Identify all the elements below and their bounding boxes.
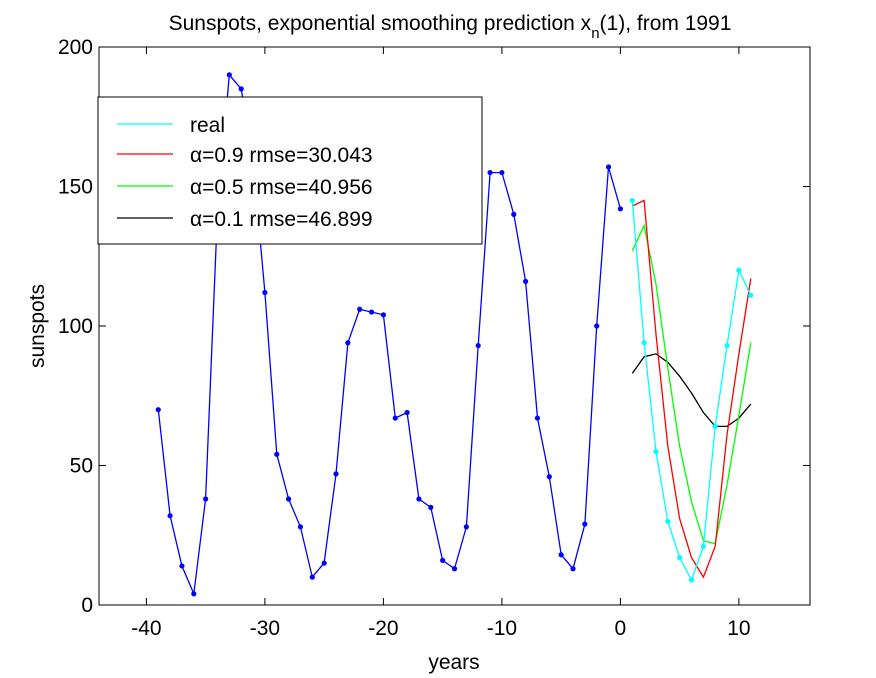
history-series-point	[416, 496, 422, 502]
history-series-point	[203, 496, 209, 502]
history-series-point	[475, 342, 481, 349]
history-series-point	[451, 566, 458, 572]
x-tick-label: -20	[368, 617, 398, 640]
history-series-point	[534, 415, 541, 421]
history-series-point	[226, 72, 232, 78]
alpha-0-1-series-line	[631, 353, 752, 428]
x-tick-label: 0	[615, 617, 627, 640]
y-tick-label: 50	[70, 455, 93, 478]
history-series-point	[440, 557, 446, 563]
chart-title-suffix: (1), from 1991	[600, 12, 732, 35]
legend-item-alpha-0-5-label: α=0.5 rmse=40.956	[190, 176, 373, 199]
history-series-point	[380, 312, 386, 318]
history-series-point	[297, 524, 304, 530]
real-series-point	[700, 543, 706, 550]
y-tick-label: 100	[58, 315, 93, 338]
real-series-point	[677, 554, 683, 561]
history-series-point	[463, 524, 469, 530]
history-series-point	[392, 415, 398, 421]
x-tick-label: -40	[131, 617, 161, 640]
history-series-point	[523, 278, 529, 284]
history-series-point	[570, 566, 576, 572]
x-tick-label: 10	[727, 617, 750, 640]
history-series-point	[167, 513, 173, 519]
legend-box	[97, 96, 483, 245]
history-series-point	[487, 169, 493, 176]
y-tick-label: 150	[58, 176, 93, 199]
history-series-point	[321, 560, 327, 566]
history-series-point	[605, 164, 612, 170]
chart-title-subscript: n	[591, 25, 599, 42]
real-series-point	[653, 448, 659, 455]
history-series-point	[617, 206, 624, 212]
real-series-point	[665, 518, 671, 524]
history-series-line	[157, 73, 622, 597]
real-series-point	[748, 292, 754, 298]
real-series-point	[712, 423, 718, 430]
history-series-point	[191, 591, 197, 597]
history-series-point	[179, 563, 185, 569]
data-series	[155, 72, 754, 597]
history-series-point	[345, 340, 351, 346]
history-series-point	[238, 86, 244, 92]
legend-item-alpha-0-1-label: α=0.1 rmse=46.899	[190, 208, 373, 231]
legend-item-alpha-0-9-label: α=0.9 rmse=30.043	[190, 144, 373, 167]
y-tick-label: 0	[81, 594, 93, 617]
history-series-point	[546, 474, 552, 480]
real-series-point	[724, 342, 730, 349]
history-series-point	[499, 169, 505, 176]
chart-title-prefix: Sunspots, exponential smoothing predicti…	[169, 12, 592, 35]
history-series-point	[428, 504, 434, 510]
x-tick-label: -30	[250, 617, 280, 640]
legend-item-real-label: real	[190, 114, 225, 137]
history-series-point	[309, 574, 315, 580]
legend: real α=0.9 rmse=30.043 α=0.5 rmse=40.956 α=…	[97, 96, 483, 245]
history-series-point	[582, 521, 588, 527]
history-series-point	[155, 407, 161, 413]
y-axis-label: sunspots	[26, 284, 49, 368]
real-series-point	[736, 267, 742, 273]
y-tick-label: 200	[58, 36, 93, 59]
history-series-point	[274, 451, 280, 457]
x-tick-label: -10	[487, 617, 517, 640]
history-series-point	[262, 289, 268, 296]
x-axis-label: years	[428, 651, 479, 674]
history-series-point	[594, 323, 600, 329]
history-series-point	[558, 552, 564, 558]
real-series-point	[688, 577, 695, 583]
real-series-point	[641, 340, 647, 346]
chart-title: Sunspots, exponential smoothing predicti…	[169, 12, 732, 42]
alpha-0-9-series-line	[632, 199, 752, 579]
history-series-point	[404, 409, 410, 416]
history-series-point	[286, 496, 292, 502]
alpha-0-5-series-line	[631, 223, 752, 545]
history-series-point	[368, 309, 375, 315]
history-series-point	[357, 306, 363, 312]
history-series-point	[333, 471, 339, 477]
history-series-point	[511, 211, 517, 217]
real-series-point	[629, 197, 635, 204]
